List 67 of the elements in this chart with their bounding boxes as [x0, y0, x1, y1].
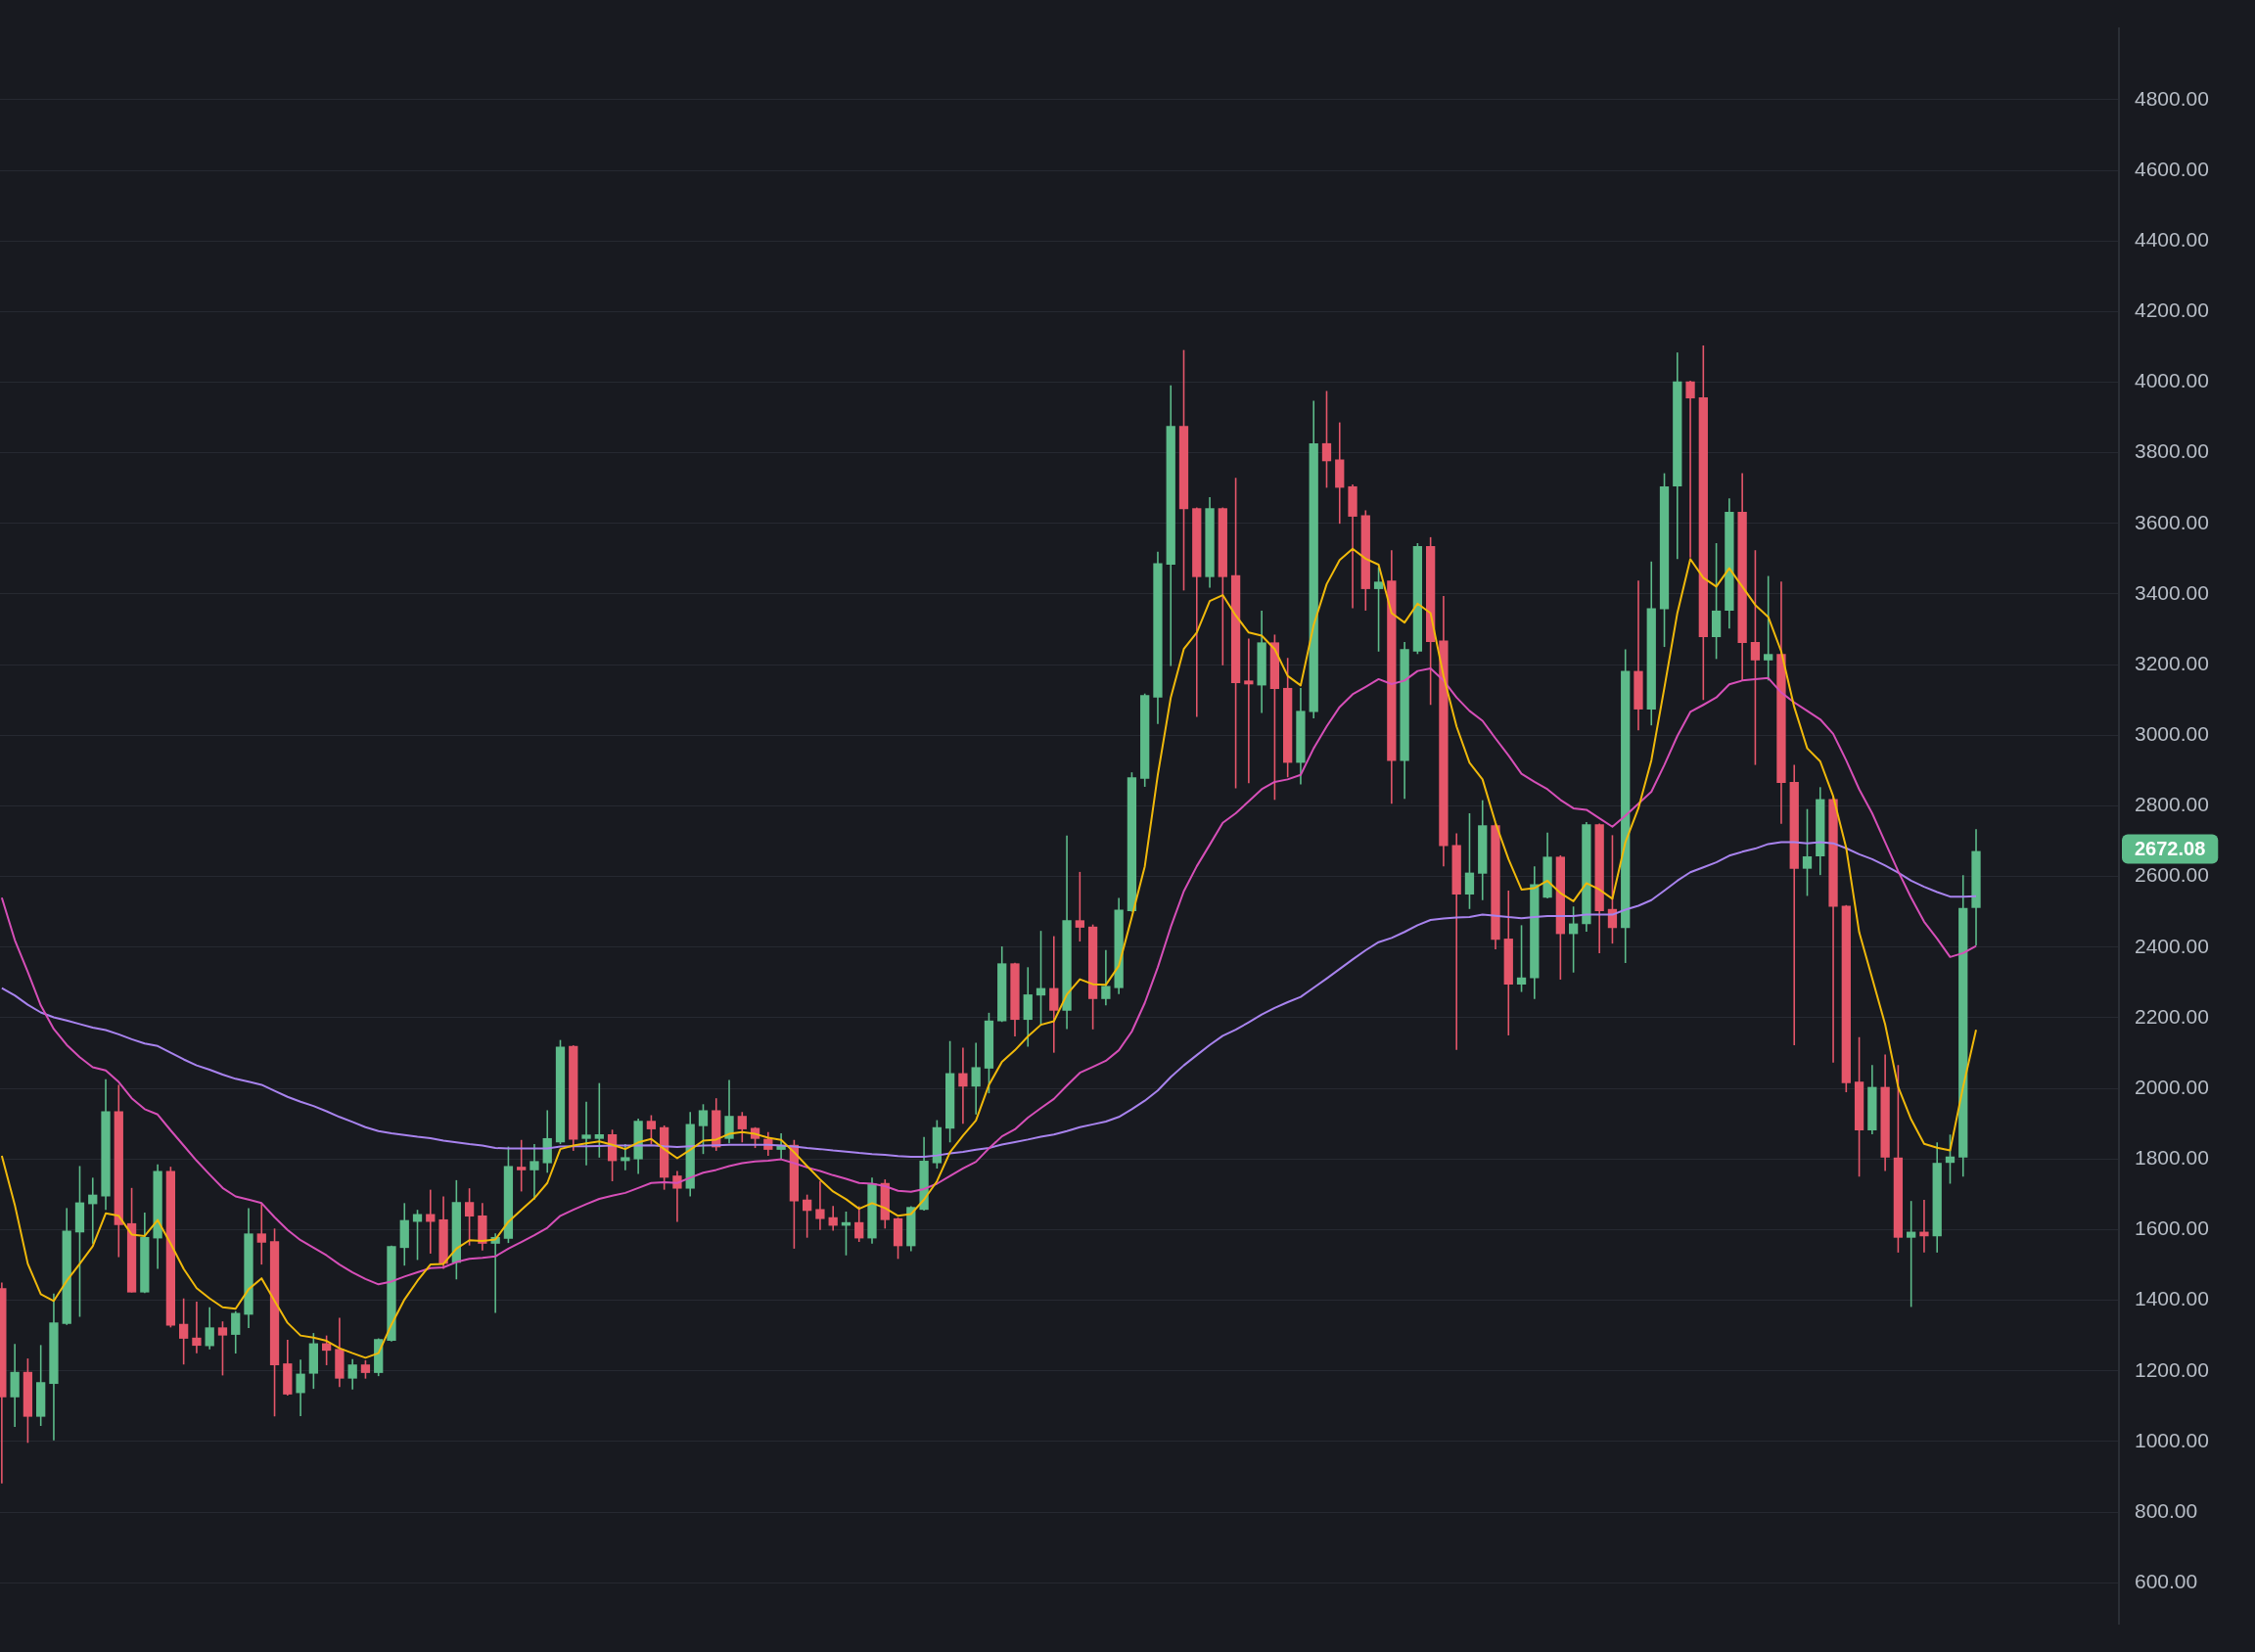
y-tick-label: 4600.00 [2135, 157, 2209, 180]
candlestick [256, 1202, 266, 1265]
candlestick [1685, 380, 1695, 559]
candlestick [192, 1301, 202, 1354]
y-tick-label: 1200.00 [2135, 1357, 2209, 1381]
y-tick-label: 4000.00 [2135, 369, 2209, 392]
candlestick [828, 1205, 838, 1232]
y-tick-label: 1800.00 [2135, 1146, 2209, 1170]
candlestick [724, 1078, 734, 1145]
candlestick [1464, 812, 1475, 910]
candlestick [1321, 390, 1332, 489]
y-tick-label: 3600.00 [2135, 510, 2209, 533]
candlestick [179, 1297, 189, 1366]
y-tick-label: 1000.00 [2135, 1428, 2209, 1451]
candlestick [1945, 1133, 1956, 1185]
candlestick [1101, 948, 1111, 1007]
candlestick [217, 1320, 228, 1377]
y-tick-label: 4200.00 [2135, 298, 2209, 322]
candlestick [1075, 871, 1084, 942]
y-tick-label: 2200.00 [2135, 1004, 2209, 1028]
candlestick [646, 1114, 657, 1145]
candlestick [321, 1334, 332, 1366]
candlestick [803, 1193, 812, 1239]
candlestick [1802, 807, 1813, 897]
y-tick-label: 1400.00 [2135, 1287, 2209, 1310]
candlestick [231, 1309, 241, 1354]
candlestick [296, 1358, 305, 1417]
candlestick [854, 1205, 864, 1243]
candlestick [815, 1180, 825, 1231]
candlestick [529, 1143, 539, 1201]
y-tick-label: 3000.00 [2135, 722, 2209, 746]
candlestick [1764, 574, 1773, 682]
candlestick [88, 1176, 98, 1245]
candlestick [1373, 566, 1384, 653]
y-tick-label: 3400.00 [2135, 580, 2209, 604]
candlestick [958, 1046, 968, 1124]
y-tick-label: 3800.00 [2135, 439, 2209, 463]
candlestick [1919, 1199, 1929, 1254]
candlestick [737, 1111, 747, 1144]
text: 2672.08 [2135, 838, 2206, 860]
candlestick [205, 1306, 214, 1351]
y-tick-label: 2600.00 [2135, 863, 2209, 887]
y-tick-label: 600.00 [2135, 1569, 2198, 1592]
candlestick [464, 1187, 475, 1247]
y-tick-label: 3200.00 [2135, 651, 2209, 674]
candlestick [672, 1170, 682, 1223]
candlestick [1750, 549, 1761, 766]
y-tick-label: 800.00 [2135, 1498, 2198, 1522]
candlestick [1244, 637, 1254, 785]
candlestick [594, 1081, 604, 1159]
candlestick [698, 1103, 709, 1155]
candlestick [347, 1358, 357, 1391]
y-tick-label: 2800.00 [2135, 793, 2209, 816]
candlestick [1516, 924, 1527, 993]
candlestick [360, 1359, 371, 1380]
candlestick [1049, 935, 1059, 1054]
candlestick [1907, 1200, 1916, 1308]
y-tick-label: 2000.00 [2135, 1075, 2209, 1098]
candlestick [581, 1100, 591, 1167]
y-tick-label: 4400.00 [2135, 227, 2209, 251]
candlestick [517, 1138, 527, 1193]
y-tick-label: 4800.00 [2135, 86, 2209, 110]
candlestick [971, 1041, 981, 1116]
candlestick [1035, 930, 1046, 1026]
y-tick-label: 2400.00 [2135, 934, 2209, 957]
candlestick [621, 1143, 630, 1171]
y-tick-label: 1600.00 [2135, 1216, 2209, 1240]
